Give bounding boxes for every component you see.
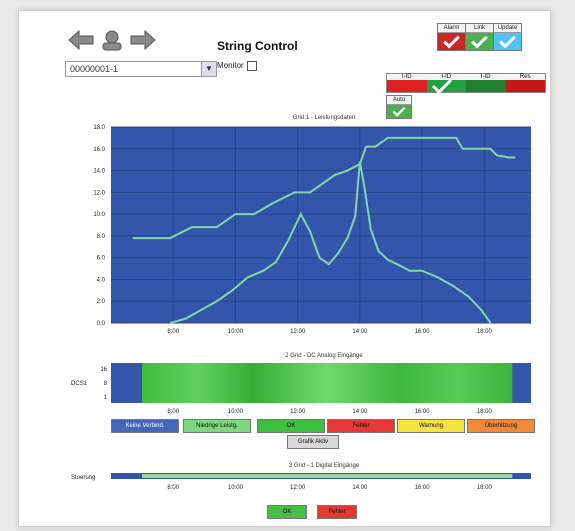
device-select[interactable]: 00000001-1 ▼ <box>65 61 217 77</box>
status-badge-label: Link <box>466 24 493 33</box>
status-cell-label: I-ID <box>387 74 427 80</box>
legend-item: Keine Verbind. <box>111 419 179 433</box>
status-badge-body <box>494 33 521 50</box>
series-line-0 <box>132 136 516 240</box>
heatmap-y-label: DCS1 <box>71 381 88 387</box>
x-tick-label: 8:00 <box>167 329 179 335</box>
status-cell-label: I-ID <box>466 74 506 80</box>
legend-item: Niedrige Leistg. <box>183 419 251 433</box>
strip-x-tick: 18:00 <box>477 485 493 491</box>
status-badge-0[interactable]: Alarm <box>437 23 466 51</box>
main-panel: 00000001-1 ▼ String Control Monitor Alar… <box>18 10 551 527</box>
x-tick-label: 16:00 <box>415 329 431 335</box>
back-arrow-icon[interactable] <box>67 29 97 51</box>
chart-plot-area <box>111 127 531 323</box>
monitor-checkbox[interactable] <box>246 61 257 71</box>
status-badge-1[interactable]: Link <box>465 23 494 51</box>
power-line-chart: 0.0 2.0 4.0 6.0 8.0 10.0 12.0 14.0 16.0 18.0 8:00 1… <box>93 125 531 335</box>
series-line-1 <box>169 161 492 324</box>
strip-y-label: Stoerung <box>71 475 95 481</box>
x-tick-label: 14:00 <box>352 329 368 335</box>
legend-item: Fehler <box>327 419 395 433</box>
legend-item: Überhitzung <box>467 419 535 433</box>
status-badge-label: Alarm <box>438 24 465 33</box>
legend-item: Warnung <box>397 419 465 433</box>
status-cell: I-ID <box>466 74 506 92</box>
check-mark-icon <box>499 35 516 49</box>
heatmap-x-tick: 14:00 <box>352 409 368 415</box>
digital-strip: Stoerung 8:00 10:00 12:00 14:00 16:00 18:00 <box>71 473 531 491</box>
strip-ok-region <box>142 474 513 478</box>
chevron-down-icon[interactable]: ▼ <box>201 62 216 76</box>
home-user-icon[interactable] <box>99 29 125 51</box>
y-tick-label: 12.0 <box>93 190 105 196</box>
y-tick-label: 6.0 <box>97 256 106 262</box>
status-cell: I-ID <box>387 74 427 92</box>
strip-x-tick: 16:00 <box>415 485 431 491</box>
monitor-label: Monitor <box>217 61 244 71</box>
strip-x-tick: 10:00 <box>228 485 244 491</box>
legend-item: OK <box>257 419 325 433</box>
auto-badge-label: Auto <box>387 96 411 105</box>
x-tick-label: 12:00 <box>290 329 306 335</box>
heatmap-x-tick: 8:00 <box>167 409 179 415</box>
status-badge-body <box>466 33 493 50</box>
page-title: String Control <box>217 39 298 53</box>
status-badge-2[interactable]: Update <box>493 23 522 51</box>
status-cell-label: I-ID <box>426 74 466 80</box>
check-mark-icon <box>392 106 406 117</box>
status-badge-label: Update <box>494 24 521 33</box>
check-mark-icon <box>471 35 488 49</box>
y-tick-label: 18.0 <box>93 125 105 131</box>
y-tick-label: 10.0 <box>93 212 105 218</box>
heatmap-y-tick: 1 <box>104 395 108 401</box>
status-badge-body <box>438 33 465 50</box>
grafik-aktiv-button[interactable]: Grafik Aktiv <box>287 435 339 449</box>
status-row: I-ID I-ID I-ID Res <box>386 73 546 95</box>
x-tick-label: 18:00 <box>477 329 493 335</box>
strip-x-tick: 12:00 <box>290 485 306 491</box>
ok-button[interactable]: OK <box>267 505 307 519</box>
device-select-value: 00000001-1 <box>70 64 119 74</box>
check-mark-icon <box>431 78 453 95</box>
y-tick-label: 0.0 <box>97 321 106 327</box>
heatmap-ok-region <box>142 363 513 403</box>
status-cell: Res <box>505 74 545 92</box>
y-tick-label: 4.0 <box>97 277 106 283</box>
strip-x-tick: 8:00 <box>167 485 179 491</box>
heatmap-title: 2 Grid - DC Analog Eingänge <box>285 353 363 359</box>
monitor-toggle[interactable]: Monitor <box>217 61 257 71</box>
chart-title: Grid 1 - Leistungsdaten <box>292 115 356 121</box>
auto-badge-body <box>387 105 411 118</box>
y-tick-label: 2.0 <box>97 299 106 305</box>
y-tick-label: 8.0 <box>97 234 106 240</box>
strip-title: 3 Grid - 1 Digital Eingänge <box>288 463 360 469</box>
heatmap-y-tick: 16 <box>100 367 107 373</box>
status-cell-label: Res <box>505 74 545 80</box>
heatmap-x-tick: 10:00 <box>228 409 244 415</box>
dc-heatmap: 16 8 1 DCS1 8:00 10:00 12:00 14:00 16:00 18:00 <box>71 363 531 415</box>
fehler-button[interactable]: Fehler <box>317 505 357 519</box>
heatmap-x-tick: 18:00 <box>477 409 493 415</box>
forward-arrow-icon[interactable] <box>127 29 157 51</box>
y-tick-label: 16.0 <box>93 147 105 153</box>
heatmap-x-tick: 12:00 <box>290 409 306 415</box>
strip-x-tick: 14:00 <box>352 485 368 491</box>
x-tick-label: 10:00 <box>228 329 244 335</box>
heatmap-x-tick: 16:00 <box>415 409 431 415</box>
y-tick-label: 14.0 <box>93 169 105 175</box>
auto-badge[interactable]: Auto <box>386 95 412 119</box>
heatmap-y-tick: 8 <box>104 381 108 387</box>
check-mark-icon <box>443 35 460 49</box>
